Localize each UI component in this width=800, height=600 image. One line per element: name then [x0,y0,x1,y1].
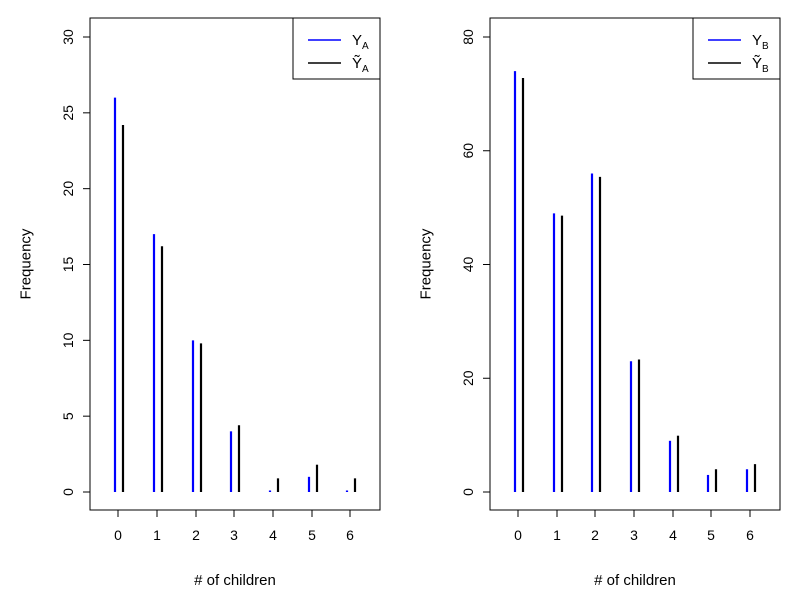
y-tick-label: 0 [460,488,476,496]
y-axis-title: Frequency [18,228,35,299]
x-tick-label: 0 [114,527,122,543]
legend-symbol: Y [352,32,362,49]
y-tick-label: 10 [60,332,76,348]
legend-box [292,17,381,80]
legend-symbol: Y [752,32,762,49]
y-tick-label: 20 [460,370,476,386]
y-tick-label: 30 [60,29,76,45]
y-tick-label: 60 [460,143,476,159]
x-tick-label: 0 [514,527,522,543]
chart-panel-1: 0 5 10 15 20 25 30 0 1 2 3 4 5 6 # of children Frequenc… [18,17,381,589]
x-tick-label: 3 [630,527,638,543]
x-tick-label: 6 [346,527,354,543]
plot-frame [89,17,381,511]
x-tick-label: 3 [230,527,238,543]
x-tick-label: 4 [269,527,277,543]
legend-symbol: Ỹ [752,55,762,72]
x-tick-label: 4 [669,527,677,543]
x-axis-title: # of children [594,572,676,589]
y-tick-label: 15 [60,257,76,273]
legend-subscript: B [762,64,769,75]
y-axis-title: Frequency [418,228,435,299]
legend-symbol: Ỹ [352,55,362,72]
y-tick-label: 40 [460,257,476,273]
y-tick-label: 25 [60,105,76,121]
x-tick-label: 6 [746,527,754,543]
legend-subscript: A [362,41,369,52]
legend-entry-1: YB [752,32,769,52]
legend-entry-1: YA [352,32,369,52]
y-tick-label: 20 [60,181,76,197]
x-tick-label: 1 [553,527,561,543]
y-tick-label: 80 [460,29,476,45]
x-tick-label: 1 [153,527,161,543]
x-tick-label: 2 [192,527,200,543]
x-tick-label: 5 [308,527,316,543]
legend-entry-2: ỸA [352,55,369,75]
x-tick-label: 2 [591,527,599,543]
y-tick-label: 5 [60,412,76,420]
x-axis-title: # of children [194,572,276,589]
y-tick-label: 0 [60,488,76,496]
plot-frame [489,17,781,511]
legend-entry-2: ỸB [752,55,769,75]
x-tick-label: 5 [707,527,715,543]
legend-subscript: B [762,41,769,52]
legend-subscript: A [362,64,369,75]
legend-box [692,17,781,80]
